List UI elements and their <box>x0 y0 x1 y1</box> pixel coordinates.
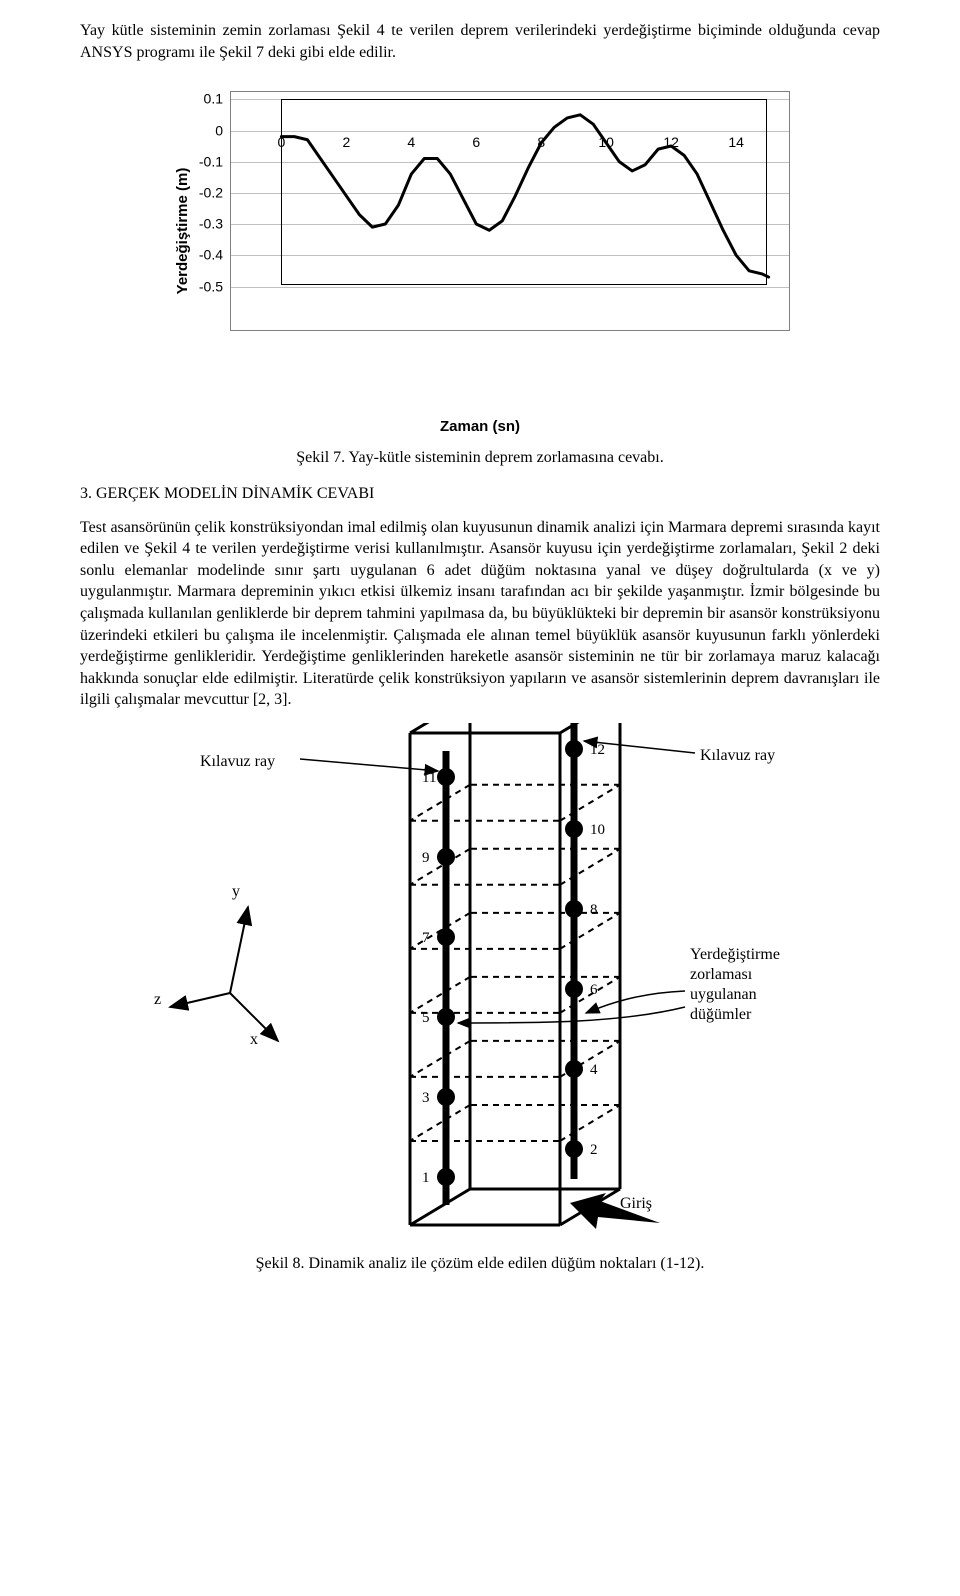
axis-x-label: x <box>250 1029 258 1051</box>
node-label: 2 <box>590 1142 598 1158</box>
y-tick-label: -0.3 <box>175 215 223 234</box>
x-axis-label: Zaman (sn) <box>160 417 800 437</box>
chart-figure: Yerdeğiştirme (m) 0.10-0.1-0.2-0.3-0.4-0… <box>160 81 800 437</box>
node-label: 3 <box>422 1090 430 1106</box>
node-label: 12 <box>590 742 605 758</box>
node-label: 6 <box>590 982 598 998</box>
body-paragraph: Test asansörünün çelik konstrüksiyondan … <box>80 517 880 711</box>
label-giris: Giriş <box>620 1193 652 1215</box>
section-heading: 3. GERÇEK MODELİN DİNAMİK CEVABI <box>80 483 880 505</box>
node-label: 8 <box>590 902 598 918</box>
chart-line <box>231 92 791 332</box>
label-displacement: Yerdeğiştirme zorlaması uygulanan düğüml… <box>690 945 780 1025</box>
label-kilavuz-right: Kılavuz ray <box>700 745 775 767</box>
y-tick-label: -0.5 <box>175 277 223 296</box>
node-label: 11 <box>422 770 436 786</box>
intro-paragraph: Yay kütle sisteminin zemin zorlaması Şek… <box>80 20 880 63</box>
label-kilavuz-left: Kılavuz ray <box>200 751 275 773</box>
y-tick-label: -0.1 <box>175 152 223 171</box>
y-tick-label: -0.4 <box>175 246 223 265</box>
node-label: 7 <box>422 930 430 946</box>
figure8-caption: Şekil 8. Dinamik analiz ile çözüm elde e… <box>80 1253 880 1275</box>
node-label: 9 <box>422 850 430 866</box>
y-tick-label: -0.2 <box>175 184 223 203</box>
chart-plot-area: 0.10-0.1-0.2-0.3-0.4-0.502468101214 <box>230 91 790 331</box>
axis-y-label: y <box>232 881 240 903</box>
node-label: 4 <box>590 1062 598 1078</box>
axis-z-label: z <box>154 989 161 1011</box>
node-label: 10 <box>590 822 605 838</box>
y-tick-label: 0.1 <box>175 90 223 109</box>
figure8-diagram: 135791124681012 Kılavuz ray Kılavuz ray … <box>100 723 860 1243</box>
figure7-caption: Şekil 7. Yay-kütle sisteminin deprem zor… <box>80 447 880 469</box>
node-label: 1 <box>422 1170 430 1186</box>
node-label: 5 <box>422 1010 430 1026</box>
y-tick-label: 0 <box>175 121 223 140</box>
